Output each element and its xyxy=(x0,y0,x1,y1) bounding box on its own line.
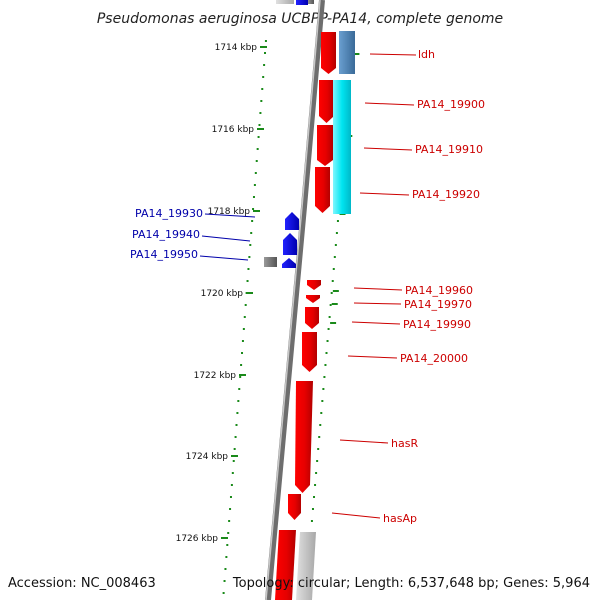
gene-label-pa14-19960[interactable]: PA14_19960 xyxy=(405,284,473,297)
leader-line-right-9 xyxy=(331,512,381,519)
gene-label-pa14-19950[interactable]: PA14_19950 xyxy=(130,248,198,261)
tick-mark-6 xyxy=(221,537,228,539)
leader-line-right-2 xyxy=(363,147,413,151)
genome-title: Pseudomonas aeruginosa UCBPP-PA14, compl… xyxy=(97,11,503,27)
tick-label-1: 1716 kbp xyxy=(212,125,255,135)
tick-dash-right-0 xyxy=(353,53,360,55)
tick-label-5: 1724 kbp xyxy=(186,452,229,462)
leader-line-right-4 xyxy=(353,287,403,291)
gene-bottom-light[interactable] xyxy=(296,532,316,600)
tick-label-0: 1714 kbp xyxy=(215,43,258,53)
tick-mark-3 xyxy=(246,292,253,294)
leader-line-right-7 xyxy=(347,355,398,359)
tick-mark-1 xyxy=(257,128,264,130)
tick-dash-right-4 xyxy=(332,290,339,292)
gene-hasap-arrow[interactable] xyxy=(288,494,301,520)
leader-line-right-1 xyxy=(364,102,415,106)
gene-labels: ldh PA14_19900 PA14_19910 PA14_19920 PA14_19… xyxy=(130,48,485,525)
gene-label-pa14-19910[interactable]: PA14_19910 xyxy=(415,143,483,156)
gene-label-hasap[interactable]: hasAp xyxy=(383,512,417,525)
gene-features xyxy=(264,0,355,600)
gene-label-hasr[interactable]: hasR xyxy=(391,437,418,450)
leader-line-right-8 xyxy=(339,439,389,444)
leader-line-left-2 xyxy=(199,255,249,261)
gene-pa14-19940-arrow[interactable] xyxy=(283,233,297,255)
gene-bottom-red[interactable] xyxy=(275,530,296,600)
gene-feature-top-blue[interactable] xyxy=(296,0,308,5)
topology-text: Topology: circular; Length: 6,537,648 bp… xyxy=(232,576,590,591)
tick-mark-5 xyxy=(231,455,238,457)
gene-pa14-19920-arrow[interactable] xyxy=(315,167,330,213)
gene-feature-top-light[interactable] xyxy=(276,0,294,4)
tick-label-3: 1720 kbp xyxy=(201,289,244,299)
gene-label-pa14-20000[interactable]: PA14_20000 xyxy=(400,352,468,365)
gene-ldh-arrow[interactable] xyxy=(321,32,336,74)
gene-pa14-19900-arrow[interactable] xyxy=(319,80,334,123)
gene-label-pa14-19970[interactable]: PA14_19970 xyxy=(404,298,472,311)
leader-line-right-6 xyxy=(351,321,401,325)
accession-text: Accession: NC_008463 xyxy=(8,576,156,591)
gene-label-pa14-19920[interactable]: PA14_19920 xyxy=(412,188,480,201)
gene-pa14-19990-arrow[interactable] xyxy=(305,307,319,329)
leader-line-right-5 xyxy=(353,302,402,305)
label-leader-lines xyxy=(199,53,417,519)
gene-pa14-19930-arrow[interactable] xyxy=(285,212,299,230)
tick-mark-0 xyxy=(260,46,267,48)
gene-pa14-19960-arrow[interactable] xyxy=(307,280,321,290)
leader-line-left-1 xyxy=(201,235,251,242)
tick-mark-4 xyxy=(239,374,246,376)
gene-pa14-19950-arrow[interactable] xyxy=(282,258,296,268)
tick-label-6: 1726 kbp xyxy=(176,534,219,544)
gene-label-pa14-19940[interactable]: PA14_19940 xyxy=(132,228,200,241)
gene-pa14-19950-grey[interactable] xyxy=(264,257,277,267)
gene-pa14-20000-arrow[interactable] xyxy=(302,332,317,372)
gene-feature-top-grey[interactable] xyxy=(307,0,314,4)
gene-label-pa14-19900[interactable]: PA14_19900 xyxy=(417,98,485,111)
gene-label-pa14-19930[interactable]: PA14_19930 xyxy=(135,207,203,220)
position-ticks: 1714 kbp 1716 kbp 1718 kbp 1720 kbp 1722 kbp… xyxy=(176,43,267,544)
tick-dash-right-6 xyxy=(330,322,337,324)
tick-dash-right-5 xyxy=(331,303,338,305)
leader-line-right-0 xyxy=(369,53,417,56)
leader-line-left-0 xyxy=(204,213,256,218)
cds-ldh[interactable] xyxy=(339,31,355,74)
tick-mark-2 xyxy=(253,210,260,212)
tick-label-4: 1722 kbp xyxy=(194,371,237,381)
genome-backbone xyxy=(265,0,325,600)
gene-pa14-19910-arrow[interactable] xyxy=(317,125,333,166)
cds-pa14-19900-19920[interactable] xyxy=(333,80,351,214)
gene-pa14-19970-arrow[interactable] xyxy=(306,295,320,303)
gene-hasr-arrow[interactable] xyxy=(295,381,313,493)
gene-label-ldh[interactable]: ldh xyxy=(418,48,435,61)
leader-line-right-3 xyxy=(359,192,410,196)
gene-label-pa14-19990[interactable]: PA14_19990 xyxy=(403,318,471,331)
tick-label-2: 1718 kbp xyxy=(208,207,251,217)
